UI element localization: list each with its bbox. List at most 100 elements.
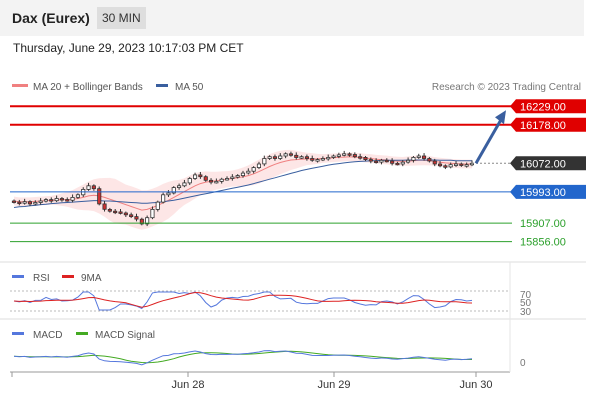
candle-body — [161, 194, 166, 203]
candle-body — [219, 178, 224, 182]
candle-body — [278, 155, 283, 159]
candle-body — [363, 156, 368, 160]
candle-body — [374, 160, 379, 164]
candle-body — [17, 201, 22, 205]
x-tick-jun28: Jun 28 — [171, 379, 204, 391]
candle-body — [358, 156, 363, 159]
candle-body — [251, 167, 256, 172]
candle-body — [224, 178, 230, 181]
rsi-tick-50: 50 — [520, 298, 532, 309]
candle-body — [283, 153, 288, 157]
macd-legend-swatch — [12, 332, 24, 335]
candle-body — [315, 159, 320, 162]
candle-body — [54, 198, 59, 202]
candle-body — [192, 174, 198, 179]
x-tick-jun30: Jun 30 — [459, 379, 492, 391]
candle-body — [272, 156, 277, 159]
candle-body — [230, 176, 235, 179]
candle-body — [33, 202, 38, 205]
macd-signal-legend-swatch — [76, 332, 88, 335]
candle-body — [97, 188, 102, 205]
candle-body — [182, 182, 187, 187]
candle-body — [294, 154, 299, 158]
candle-body — [150, 208, 155, 219]
level-tag-support — [510, 184, 586, 199]
candle-body — [187, 178, 192, 184]
candle-body — [139, 218, 144, 225]
interval-button[interactable]: 30 MIN — [97, 7, 146, 29]
candle-body — [113, 210, 118, 214]
bollinger-band — [14, 149, 472, 230]
candle-body — [347, 153, 352, 156]
rsi-ma-legend-swatch — [62, 275, 74, 278]
macd-line — [13, 350, 473, 366]
candle-body — [91, 185, 96, 190]
candle-body — [208, 179, 214, 183]
legend-ma20-swatch — [12, 84, 28, 87]
level-label-resistance: 16229.00 — [520, 101, 566, 113]
macd-panel — [13, 350, 473, 366]
macd-signal-line — [13, 350, 472, 364]
candle-body — [43, 199, 48, 202]
candle-body — [326, 156, 331, 160]
candle-body — [299, 156, 304, 159]
candle-body — [390, 160, 395, 164]
candle-body — [405, 159, 411, 163]
candle-body — [11, 200, 17, 203]
projection-arrow-head — [495, 110, 506, 125]
chart-header: Dax (Eurex) 30 MIN — [0, 0, 584, 36]
candle-body — [246, 170, 251, 174]
candle-body — [75, 194, 81, 198]
candle-body — [86, 185, 91, 190]
candle-body — [129, 214, 134, 218]
level-label-pivot: 16072.00 — [520, 158, 566, 170]
candle-body — [262, 158, 267, 165]
projection-arrow-shaft — [474, 115, 505, 164]
candle-body — [336, 154, 341, 157]
candle-body — [166, 192, 171, 196]
candle-body — [427, 158, 432, 162]
candle-body — [22, 201, 27, 204]
candle-body — [102, 203, 107, 210]
candle-body — [65, 199, 70, 202]
candle-body — [134, 216, 139, 220]
candle-body — [235, 175, 240, 178]
candle-body — [171, 187, 176, 194]
legend-ma50-swatch — [156, 84, 168, 87]
candle-body — [256, 163, 261, 168]
candle-body — [304, 156, 309, 159]
chart-timestamp: Thursday, June 29, 2023 10:17:03 PM CET — [13, 41, 244, 55]
level-tag-pivot — [510, 156, 586, 171]
macd-tick-0: 0 — [520, 358, 526, 369]
price-panel — [11, 149, 474, 230]
candle-body — [155, 201, 160, 210]
ma50-line — [13, 159, 472, 208]
candle-body — [310, 158, 315, 161]
candle-body — [342, 153, 347, 156]
candle-body — [288, 153, 293, 156]
candle-body — [379, 159, 384, 163]
candle-body — [214, 180, 219, 184]
candle-body — [421, 155, 427, 159]
legend-ma20: MA 20 + Bollinger Bands — [33, 82, 143, 93]
candle-body — [400, 161, 405, 165]
candle-body — [198, 174, 203, 178]
candle-body — [203, 176, 208, 181]
candle-body — [395, 162, 400, 166]
candle-body — [107, 208, 112, 212]
level-tag-resistance — [510, 99, 586, 114]
candle-body — [123, 212, 128, 216]
level-label-support: 15993.00 — [520, 187, 566, 199]
rsi-legend-swatch — [12, 275, 24, 278]
candle-body — [331, 155, 336, 158]
candle-body — [464, 164, 469, 167]
level-tag-resistance — [510, 117, 586, 132]
candle-body — [352, 154, 357, 158]
rsi-line — [13, 291, 473, 311]
level-label-target: 15907.00 — [520, 218, 566, 230]
candle-body — [432, 160, 437, 165]
candle-body — [448, 164, 453, 168]
rsi-ma-legend: 9MA — [81, 273, 102, 284]
candle-body — [453, 163, 459, 166]
